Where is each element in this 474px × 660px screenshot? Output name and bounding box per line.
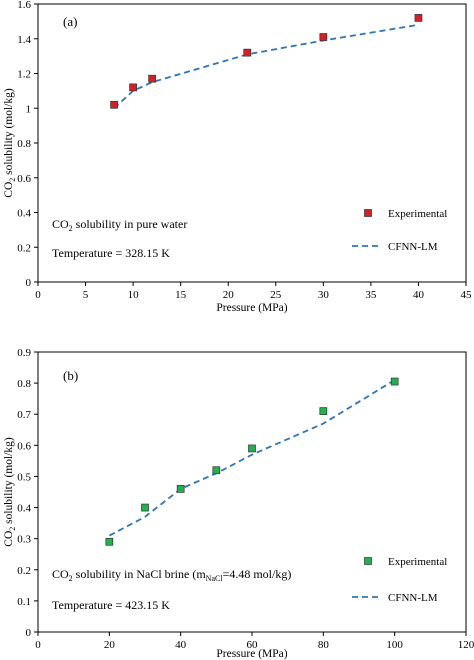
y-tick-label: 0.8 [17,138,31,150]
x-tick-label: 5 [83,289,89,301]
x-tick-label: 60 [247,639,259,651]
data-point-experimental [248,444,256,453]
data-point-experimental [319,407,328,415]
y-tick-label: 0 [26,277,32,289]
annotation-temperature: Temperature = 328.15 K [52,246,170,260]
data-point-experimental [390,377,399,386]
y-axis-label: CO2 solubility (mol/kg) [3,88,17,198]
x-axis-label: Pressure (MPa) [216,648,287,660]
legend-label-cfnn-lm: CFNN-LM [388,241,438,253]
data-point-experimental [129,83,137,92]
y-tick-label: 1 [26,103,32,115]
legend-marker-experimental [364,209,372,217]
annotation-temperature: Temperature = 423.15 K [52,598,170,612]
x-tick-label: 35 [365,289,377,301]
y-tick-label: 1.4 [17,34,31,46]
y-tick-label: 1.2 [17,69,31,81]
annotation-title: CO2 solubility in pure water [52,217,187,233]
series-line-cfnn-lm [108,379,396,537]
series-line-cfnn-lm [113,23,419,109]
data-point-experimental [148,74,156,83]
x-tick-label: 40 [413,289,425,301]
x-tick-label: 80 [318,639,330,651]
x-tick-label: 20 [104,639,116,651]
x-tick-label: 40 [175,639,187,651]
y-tick-label: 0.6 [17,173,31,185]
y-tick-label: 0.2 [17,242,31,254]
y-tick-label: 0.2 [17,565,31,577]
y-tick-label: 1.6 [17,0,31,11]
y-tick-label: 0.7 [17,409,31,421]
y-tick-label: 0 [26,627,32,639]
x-tick-label: 45 [461,289,473,301]
x-axis-label: Pressure (MPa) [216,302,287,314]
y-tick-label: 0.5 [17,471,31,483]
x-tick-label: 100 [386,639,403,651]
y-axis-label: CO2 solubility (mol/kg) [3,437,17,547]
plot-frame [37,351,467,633]
legend: Experimental CFNN-LM [352,556,447,604]
chart-panel-a: 0 5 10 15 20 25 30 35 40 45 0 0.2 0.4 0.6 0.8 1 1.2 1.4 1.… [3,0,472,314]
legend-label-cfnn-lm: CFNN-LM [388,592,438,604]
x-tick-label: 0 [35,639,41,651]
data-point-experimental [105,537,114,546]
legend-label-experimental: Experimental [388,556,447,568]
y-tick-label: 0.8 [17,378,31,390]
y-tick-label: 0.6 [17,440,31,452]
chart-panel-b: 0 20 40 60 80 100 120 0 0.1 0.2 0.3 0.4 0.5 0.6 0.7 0.8… [3,347,474,660]
legend-marker-experimental [364,557,372,565]
x-tick-label: 10 [128,289,140,301]
data-point-experimental [319,33,328,41]
data-point-experimental [243,48,252,57]
panel-label: (a) [63,14,77,29]
y-tick-label: 0.3 [17,534,31,546]
y-tick-label: 0.1 [17,596,31,608]
x-tick-label: 120 [458,639,474,651]
x-tick-label: 15 [175,289,187,301]
x-tick-label: 25 [270,289,282,301]
annotation-title: CO2 solubility in NaCl brine (mNaCl=4.48… [52,567,291,583]
x-tick-label: 20 [223,289,235,301]
data-point-experimental [414,14,423,22]
legend-label-experimental: Experimental [388,208,447,220]
legend: Experimental CFNN-LM [352,208,447,253]
data-point-experimental [212,466,221,475]
y-tick-label: 0.4 [17,503,31,515]
panel-label: (b) [63,368,78,383]
data-point-experimental [110,100,118,109]
data-point-experimental [141,503,149,512]
y-tick-label: 0.9 [17,347,31,359]
x-tick-label: 0 [35,289,41,301]
data-point-experimental [176,485,185,493]
x-tick-label: 30 [318,289,330,301]
y-tick-label: 0.4 [17,208,31,220]
